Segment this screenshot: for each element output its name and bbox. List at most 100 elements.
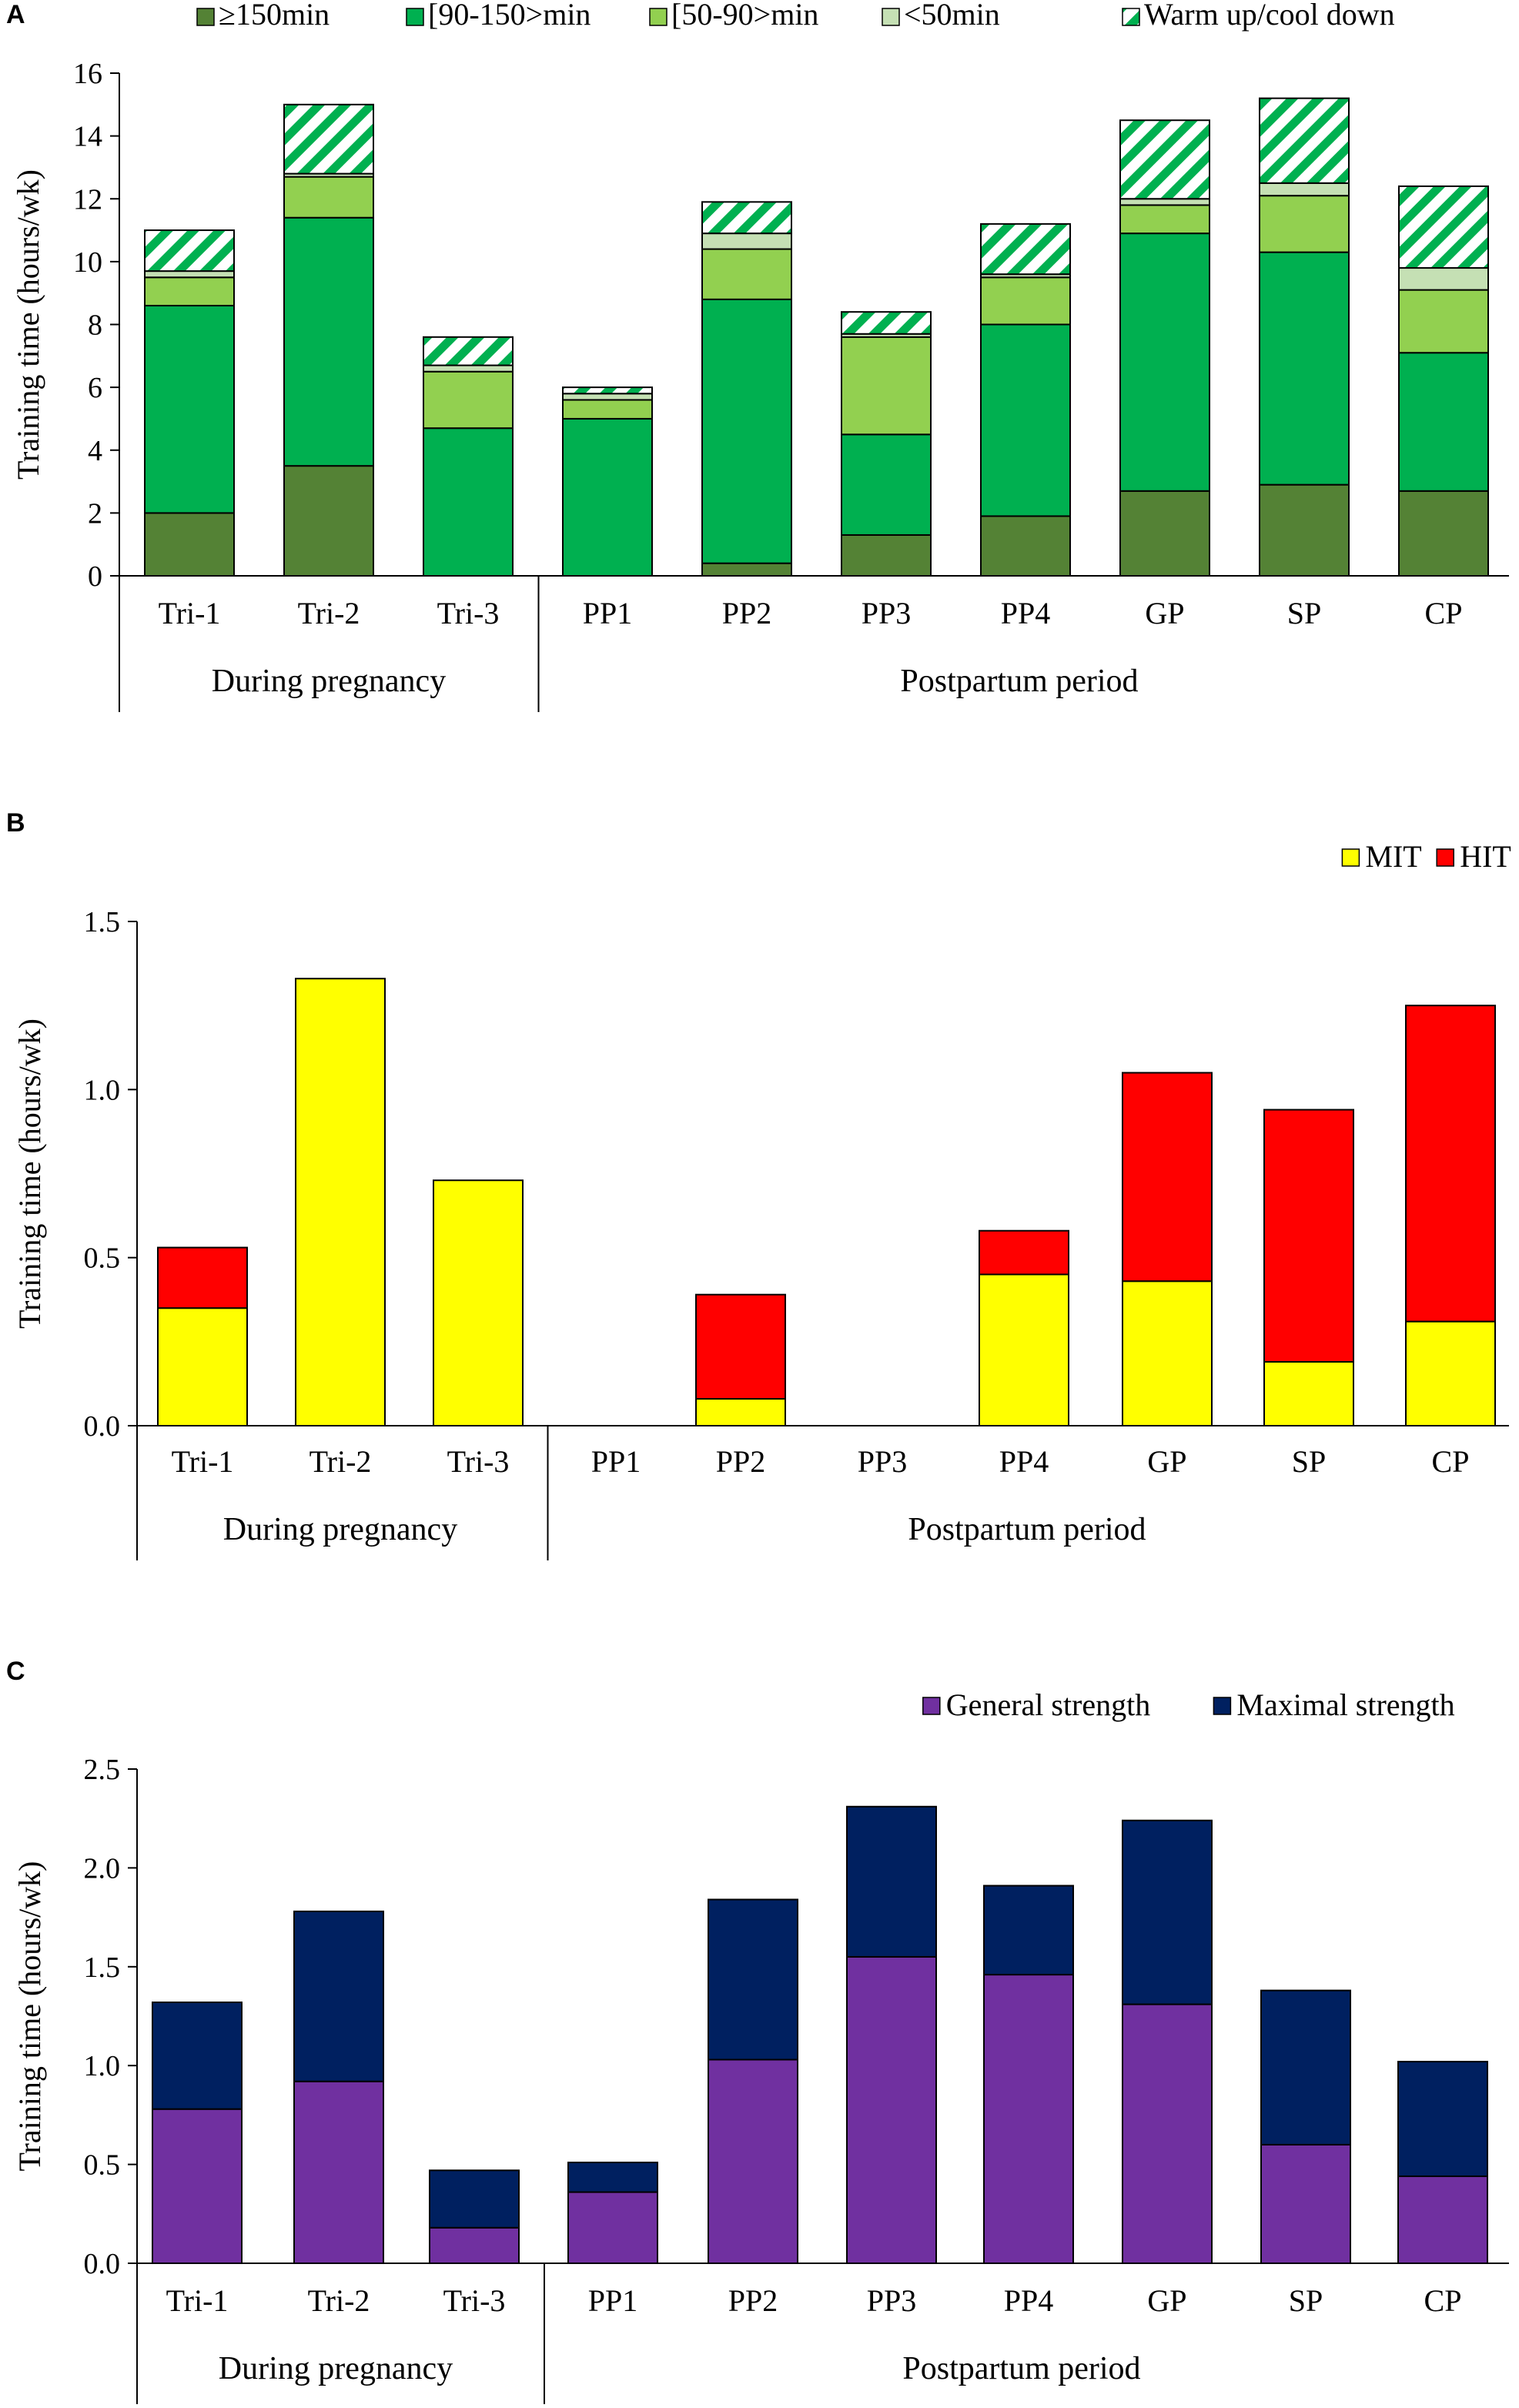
legend-label: [90-150>min [428, 0, 591, 32]
chart-panel-c: C 0.0 0.5 1.0 1.5 2.0 2.5 Training time (hours/… [6, 1657, 1509, 2404]
bar-pp4-series-0 [983, 1974, 1074, 2265]
x-tick-label: PP2 [722, 596, 772, 630]
bar-tri-1-series-0 [157, 1307, 248, 1426]
legend-swatch [649, 8, 667, 26]
legend-label: <50min [904, 0, 1000, 32]
panel-letter: C [6, 1657, 25, 1686]
bar-pp1-series-4 [562, 386, 653, 395]
legend-label: MIT [1365, 839, 1421, 874]
bar-gp-series-1 [1122, 1819, 1213, 2005]
bar-gp-series-0 [1122, 1280, 1213, 1426]
y-tick-label: 16 [73, 58, 102, 90]
bar-sp-series-1 [1259, 251, 1350, 486]
bar-pp4-series-1 [983, 1885, 1074, 1976]
bar-pp4-series-1 [979, 1229, 1069, 1276]
y-tick-label: 2.5 [84, 1754, 121, 1786]
bar-gp-series-1 [1119, 232, 1210, 492]
bar-pp1-series-2 [562, 399, 653, 420]
y-axis-label: Training time (hours/wk) [12, 1861, 47, 2172]
x-tick-label: PP1 [591, 1444, 641, 1479]
bar-pp4-series-4 [980, 222, 1071, 276]
bar-pp3-series-1 [841, 433, 932, 536]
bar-tri-2-series-0 [283, 465, 374, 577]
bar-cp-series-1 [1405, 1005, 1496, 1323]
bar-cp-series-0 [1405, 1320, 1496, 1426]
legend-swatch [1436, 848, 1454, 867]
y-tick-label: 1.5 [84, 906, 121, 938]
bar-sp-series-1 [1263, 1109, 1354, 1363]
bar-cp-series-1 [1397, 2061, 1488, 2178]
legend: ≥150min [90-150>min [50-90>min <50min Warm u… [196, 0, 1395, 32]
bar-cp-series-0 [1398, 490, 1489, 577]
y-tick-label: 0.0 [84, 1410, 121, 1443]
bar-pp2-series-1 [701, 298, 792, 564]
bar-tri-2-series-0 [295, 978, 386, 1426]
legend-swatch [882, 8, 900, 26]
bar-pp4-series-1 [980, 323, 1071, 517]
bar-pp1-series-3 [562, 393, 653, 401]
bar-pp4-series-0 [980, 515, 1071, 577]
x-tick-label: PP3 [867, 2283, 917, 2318]
y-tick-label: 1.0 [84, 2050, 121, 2082]
bar-gp-series-2 [1119, 204, 1210, 235]
bar-tri-2-series-0 [293, 2080, 384, 2264]
bar-pp3-series-1 [846, 1805, 937, 1958]
x-tick-label: PP1 [588, 2283, 638, 2318]
legend-swatch [406, 8, 424, 26]
y-tick-label: 12 [73, 183, 102, 216]
bar-cp-series-1 [1398, 352, 1489, 492]
bar-pp3-series-4 [841, 311, 932, 335]
bar-tri-3-series-0 [433, 1179, 524, 1426]
x-tick-label: PP4 [1004, 2283, 1054, 2318]
bar-gp-series-4 [1119, 119, 1210, 200]
bar-cp-series-3 [1398, 267, 1489, 291]
bar-pp3-series-0 [846, 1955, 937, 2264]
x-tick-label: SP [1289, 2283, 1323, 2318]
y-tick-label: 1.5 [84, 1951, 121, 1984]
panel-letter: B [6, 808, 25, 838]
bar-tri-3-series-4 [423, 336, 514, 366]
bar-tri-3-series-1 [423, 427, 514, 577]
bar-gp-series-0 [1122, 2003, 1213, 2265]
group-label: Postpartum period [900, 664, 1138, 699]
legend-label: HIT [1460, 839, 1511, 874]
bar-tri-3-series-1 [429, 2169, 520, 2229]
bar-pp1-series-1 [562, 417, 653, 577]
chart-panel-a: A 0 2 4 6 8 10 12 14 16 Training time (hours/wk) Tr… [6, 0, 1509, 712]
bar-tri-2-series-1 [293, 1910, 384, 2082]
legend-label: Maximal strength [1236, 1687, 1454, 1722]
x-tick-label: CP [1432, 1444, 1470, 1479]
panel-letter: A [6, 0, 25, 29]
bar-cp-series-2 [1398, 289, 1489, 354]
x-tick-label: Tri-1 [172, 1444, 234, 1479]
legend-swatch [922, 1697, 941, 1715]
bar-pp1-series-1 [567, 2162, 658, 2193]
x-tick-label: CP [1425, 596, 1463, 630]
bar-tri-1-series-4 [144, 229, 235, 273]
x-tick-label: PP3 [862, 596, 912, 630]
bar-gp-series-0 [1119, 490, 1210, 577]
group-label: During pregnancy [223, 1512, 457, 1547]
bar-pp2-series-2 [701, 248, 792, 300]
bar-gp-series-3 [1119, 198, 1210, 206]
group-label: During pregnancy [219, 2351, 453, 2386]
x-tick-label: Tri-1 [159, 596, 221, 630]
y-tick-label: 6 [88, 372, 102, 404]
y-tick-label: 1.0 [84, 1074, 121, 1106]
y-tick-label: 2 [88, 497, 102, 530]
bar-sp-series-1 [1260, 1989, 1351, 2145]
bar-tri-2-series-1 [283, 216, 374, 467]
bar-sp-series-0 [1263, 1361, 1354, 1426]
y-tick-label: 2.0 [84, 1852, 121, 1885]
bar-pp2-series-1 [695, 1293, 786, 1400]
x-tick-label: Tri-3 [437, 596, 500, 630]
x-tick-label: Tri-3 [447, 1444, 510, 1479]
bar-pp3-series-0 [841, 533, 932, 577]
bar-sp-series-2 [1259, 195, 1350, 253]
x-tick-label: PP1 [583, 596, 633, 630]
legend: HIT MIT [1341, 839, 1511, 874]
bar-tri-3-series-0 [429, 2226, 520, 2264]
x-tick-label: Tri-1 [166, 2283, 229, 2318]
legend-swatch [1213, 1697, 1232, 1715]
